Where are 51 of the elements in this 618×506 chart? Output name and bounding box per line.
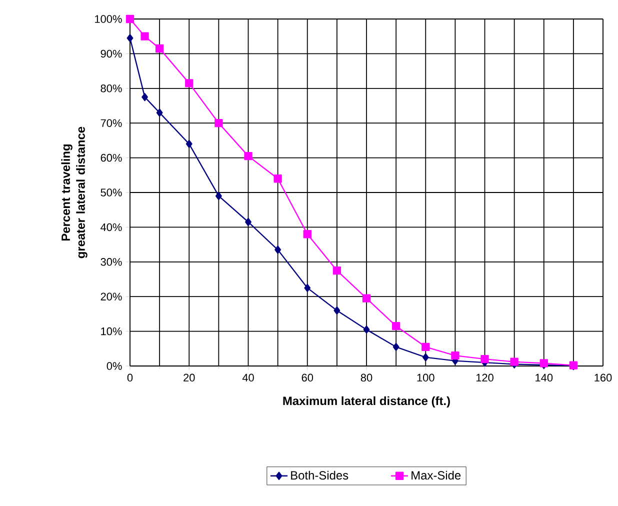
point [185,79,194,88]
y-tick-label: 50% [100,188,122,196]
point [334,306,340,315]
point [303,230,312,238]
y-tick-label: 0% [106,362,122,370]
point [362,294,371,302]
legend-label: Both-Sides [291,470,348,480]
point [142,92,148,102]
y-tick-label: 40% [100,223,122,232]
y-tick-label: 60% [100,154,122,162]
y-tick-label: 100% [95,15,122,23]
x-tick-label: 20 [184,374,195,382]
point [510,358,518,366]
y-tick-label: 10% [101,327,122,336]
point [480,354,489,364]
x-tick-label: 100 [417,374,434,382]
point [126,14,134,24]
x-axis-title: Maximum lateral distance (ft.) [283,396,450,408]
x-tick-label: 140 [536,374,553,382]
point [155,44,164,53]
x-tick-label: 120 [476,374,494,382]
legend-label: Max-Side [412,470,461,480]
point [422,342,430,351]
x-tick-label: 60 [302,374,314,382]
point [274,174,282,183]
point [245,218,252,226]
y-tick-label: 30% [100,258,122,266]
point [304,284,311,292]
point [186,140,192,148]
point [156,108,163,117]
point [422,353,429,362]
point [126,34,134,42]
point [215,192,222,200]
x-tick-label: 40 [242,374,254,382]
y-tick-label: 90% [100,50,122,58]
point [451,352,460,360]
y-axis-title: Percent traveling greater lateral distance [61,126,88,258]
x-tick-label: 0 [127,374,133,382]
point [214,119,223,128]
point [363,325,370,334]
y-tick-label: 70% [100,119,122,127]
point [392,342,400,351]
x-tick-label: 160 [594,374,612,382]
y-tick-label: 20% [100,292,122,300]
x-tick-label: 80 [360,374,372,382]
y-tick-label: 80% [100,84,122,92]
point [332,266,342,275]
point [392,322,400,330]
point [244,152,252,160]
point [274,246,282,254]
point [140,32,149,40]
